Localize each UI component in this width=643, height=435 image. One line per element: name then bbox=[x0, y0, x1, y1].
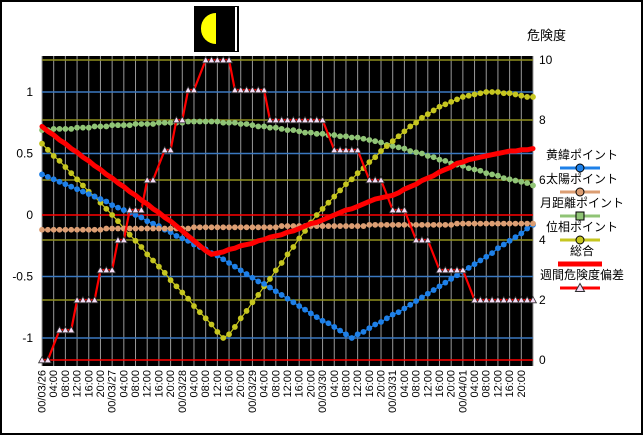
x-axis-label: 16:00 bbox=[153, 370, 165, 398]
x-axis-label: 20:00 bbox=[235, 370, 247, 398]
x-axis-label: 04:00 bbox=[259, 370, 271, 398]
x-axis-label: 04:00 bbox=[48, 370, 60, 398]
x-axis-label: 20:00 bbox=[165, 370, 177, 398]
series-sun bbox=[39, 220, 536, 233]
legend-label-ecliptic-latitude: 黄緯ポイント bbox=[545, 148, 618, 162]
right-axis-tick: 8 bbox=[539, 113, 546, 127]
left-axis-tick: -0.5 bbox=[12, 270, 33, 284]
x-axis-label: 00/03/31 bbox=[387, 370, 399, 413]
x-axis-label: 12:00 bbox=[142, 370, 154, 398]
legend-item-ecliptic-latitude: 黄緯ポイント bbox=[533, 149, 631, 173]
x-axis-label: 08:00 bbox=[481, 370, 493, 398]
x-axis-label: 04:00 bbox=[188, 370, 200, 398]
x-axis-label: 04:00 bbox=[329, 370, 341, 398]
x-axis-label: 20:00 bbox=[95, 370, 107, 398]
x-axis-label: 04:00 bbox=[118, 370, 130, 398]
x-axis-label: 20:00 bbox=[376, 370, 388, 398]
x-axis-label: 00/03/27 bbox=[107, 370, 119, 413]
x-axis-label: 20:00 bbox=[516, 370, 528, 398]
x-axis-label: 20:00 bbox=[305, 370, 317, 398]
legend-item-moon-distance: 月距離ポイント bbox=[533, 197, 631, 221]
x-axis-label: 16:00 bbox=[83, 370, 95, 398]
right-axis-tick: 0 bbox=[539, 353, 546, 367]
legend-sample-weekly-deviation bbox=[533, 282, 631, 293]
right-axis-tick: 2 bbox=[539, 293, 546, 307]
right-axis-tick: 10 bbox=[539, 53, 553, 67]
legend-sample-sun bbox=[533, 186, 631, 197]
x-axis-label: 08:00 bbox=[60, 370, 72, 398]
moon-phase-icon bbox=[194, 6, 239, 52]
x-axis-label: 00/03/26 bbox=[37, 370, 49, 413]
x-axis-label: 12:00 bbox=[352, 370, 364, 398]
legend-label-total: 総合 bbox=[569, 244, 594, 258]
legend-label-phase: 位相ポイント bbox=[545, 220, 618, 234]
x-axis-label: 16:00 bbox=[364, 370, 376, 398]
legend-sample-ecliptic-latitude bbox=[533, 162, 631, 173]
x-axis-label: 04:00 bbox=[469, 370, 481, 398]
x-axis-label: 00/04/01 bbox=[457, 370, 469, 413]
x-axis-label: 16:00 bbox=[294, 370, 306, 398]
x-axis-label: 12:00 bbox=[492, 370, 504, 398]
x-axis-label: 08:00 bbox=[340, 370, 352, 398]
x-axis-label: 12:00 bbox=[72, 370, 84, 398]
x-axis-label: 00/03/28 bbox=[177, 370, 189, 413]
legend-item-phase: 位相ポイント bbox=[533, 221, 631, 245]
x-axis-label: 16:00 bbox=[434, 370, 446, 398]
x-axis-label: 16:00 bbox=[504, 370, 516, 398]
left-axis-tick: -1 bbox=[22, 331, 33, 345]
x-axis-label: 20:00 bbox=[446, 370, 458, 398]
right-axis-tick: 6 bbox=[539, 173, 546, 187]
x-axis-label: 08:00 bbox=[411, 370, 423, 398]
x-axis-label: 00/03/29 bbox=[247, 370, 259, 413]
x-axis-label: 08:00 bbox=[200, 370, 212, 398]
left-axis-tick: 1 bbox=[26, 85, 33, 99]
x-axis-label: 12:00 bbox=[282, 370, 294, 398]
left-axis-tick: 0 bbox=[26, 208, 33, 222]
legend-item-sun: 太陽ポイント bbox=[533, 173, 631, 197]
right-axis-title: 危険度 bbox=[527, 28, 567, 43]
legend-item-weekly-deviation: 週間危険度偏差 bbox=[533, 269, 631, 293]
series-moon-distance bbox=[39, 118, 536, 189]
legend-sample-phase bbox=[533, 234, 631, 245]
x-axis-label: 12:00 bbox=[422, 370, 434, 398]
x-axis-label: 16:00 bbox=[224, 370, 236, 398]
legend: 黄緯ポイント 太陽ポイント 月距離ポイント 位相ポイント 総合週間危険度偏差 bbox=[533, 149, 631, 293]
legend-sample-moon-distance bbox=[533, 210, 631, 221]
series-total bbox=[39, 123, 536, 257]
series-weekly-deviation bbox=[37, 55, 538, 364]
x-axis-label: 08:00 bbox=[130, 370, 142, 398]
right-axis-tick: 4 bbox=[539, 233, 546, 247]
legend-label-sun: 太陽ポイント bbox=[545, 172, 618, 186]
legend-label-moon-distance: 月距離ポイント bbox=[539, 196, 624, 210]
x-axis-label: 08:00 bbox=[270, 370, 282, 398]
series-ecliptic-latitude bbox=[39, 171, 536, 341]
legend-label-weekly-deviation: 週間危険度偏差 bbox=[539, 268, 624, 282]
x-axis-label: 12:00 bbox=[212, 370, 224, 398]
moon-icon bbox=[201, 13, 216, 44]
legend-item-total: 総合 bbox=[533, 245, 631, 269]
left-axis-tick: 0.5 bbox=[16, 147, 33, 161]
moon-icon-highlight bbox=[235, 7, 237, 51]
legend-sample-total bbox=[533, 258, 631, 269]
x-axis-label: 04:00 bbox=[399, 370, 411, 398]
x-axis-label: 00/03/30 bbox=[317, 370, 329, 413]
